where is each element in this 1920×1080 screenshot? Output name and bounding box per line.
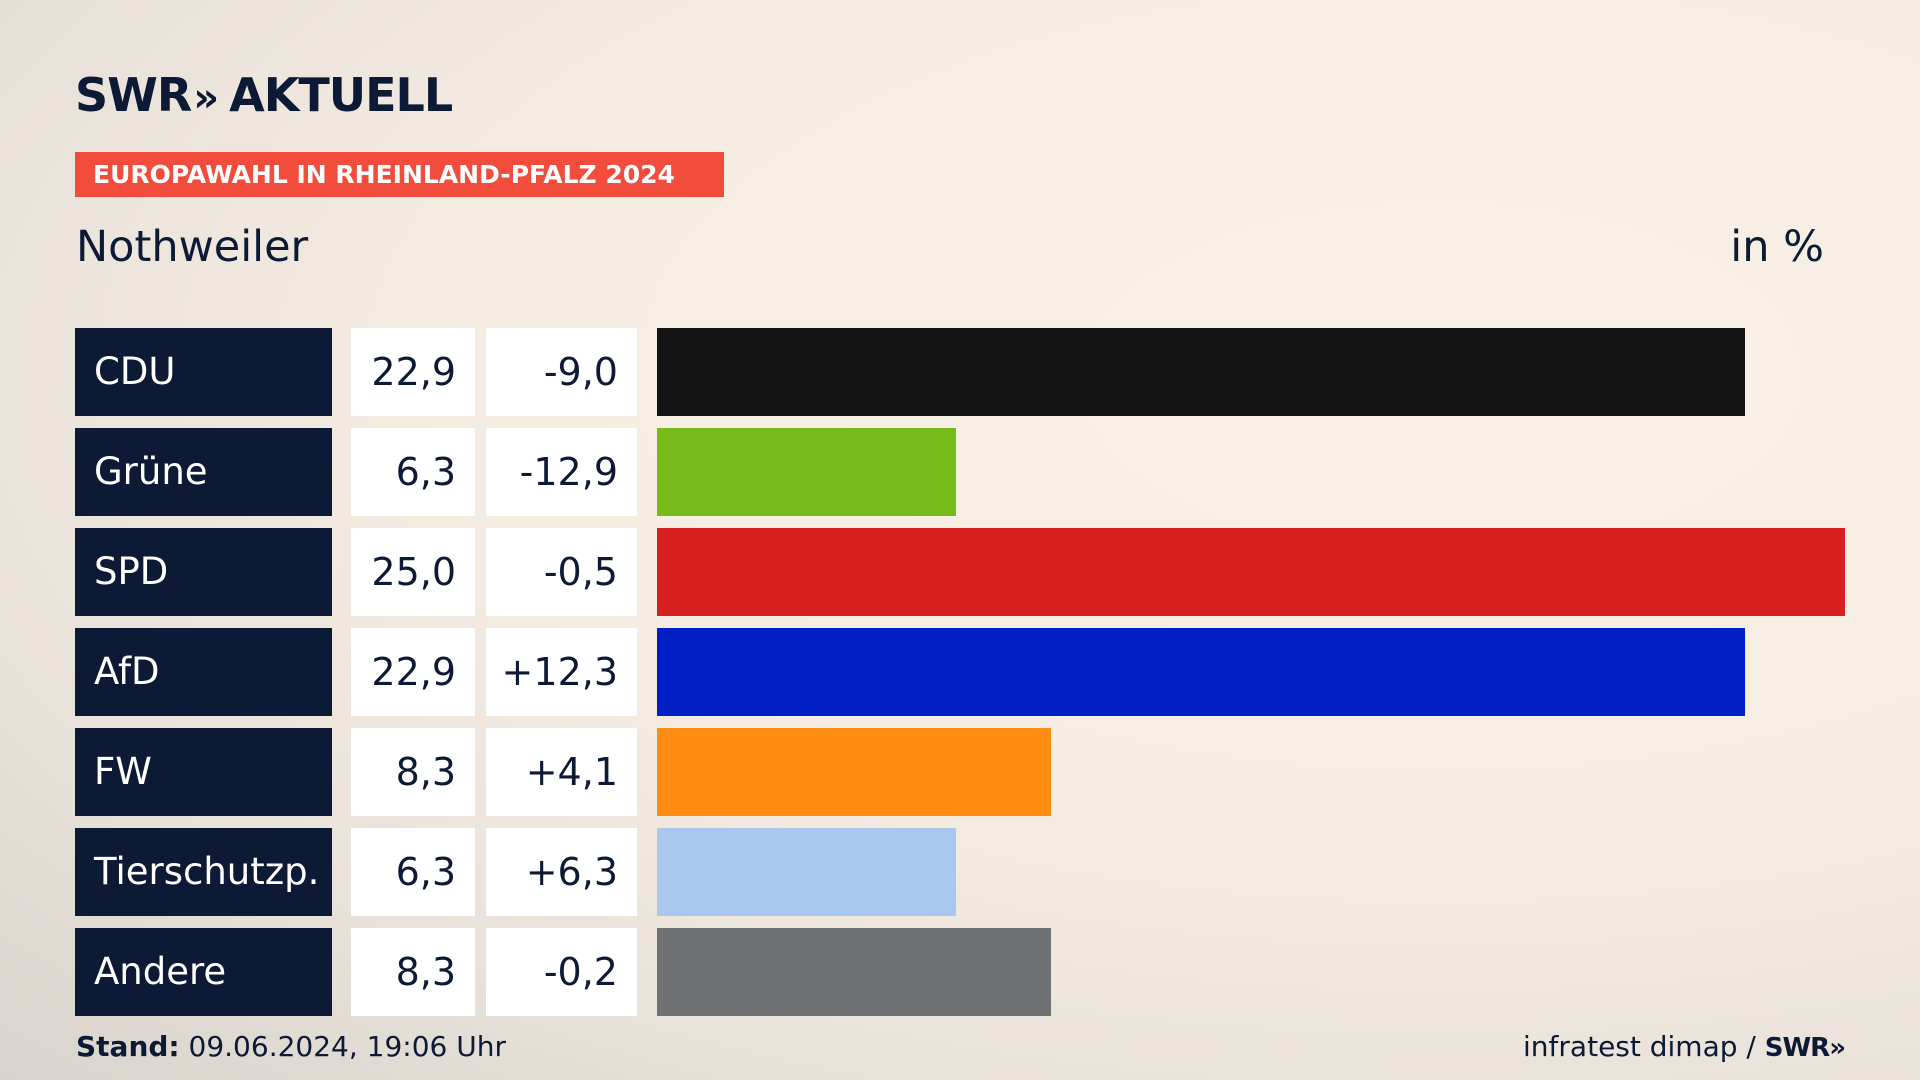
bar [657,928,1051,1016]
bar [657,728,1051,816]
percent-value: 8,3 [351,928,475,1016]
stand-label: Stand: [76,1030,180,1063]
bar [657,428,956,516]
unit-label: in % [1730,222,1824,272]
change-value: +4,1 [486,728,637,816]
swr-small-logo: SWR» [1764,1033,1846,1063]
change-value: -12,9 [486,428,637,516]
percent-value: 25,0 [351,528,475,616]
percent-value: 8,3 [351,728,475,816]
logo-suffix: AKTUELL [229,68,453,122]
stand-value: 09.06.2024, 19:06 Uhr [188,1030,506,1063]
change-value: -9,0 [486,328,637,416]
percent-value: 22,9 [351,628,475,716]
election-banner: EUROPAWAHL IN RHEINLAND-PFALZ 2024 [75,152,724,197]
bar [657,528,1845,616]
percent-value: 6,3 [351,828,475,916]
bar [657,328,1745,416]
change-value: -0,2 [486,928,637,1016]
party-label: FW [75,728,332,816]
party-label: CDU [75,328,332,416]
change-value: +12,3 [486,628,637,716]
percent-value: 6,3 [351,428,475,516]
party-label: Tierschutzp. [75,828,332,916]
logo-brand: SWR [75,68,192,122]
source-credit: infratest dimap / SWR» [1523,1030,1846,1063]
change-value: +6,3 [486,828,637,916]
bar [657,628,1745,716]
bar [657,828,956,916]
party-label: Andere [75,928,332,1016]
source-text: infratest dimap / [1523,1030,1756,1063]
percent-value: 22,9 [351,328,475,416]
party-label: AfD [75,628,332,716]
timestamp: Stand: 09.06.2024, 19:06 Uhr [76,1030,506,1063]
change-value: -0,5 [486,528,637,616]
place-title: Nothweiler [76,222,309,272]
party-label: SPD [75,528,332,616]
party-label: Grüne [75,428,332,516]
chevron-right-icon: » [193,75,219,121]
swr-aktuell-logo: SWR» AKTUELL [75,68,453,122]
